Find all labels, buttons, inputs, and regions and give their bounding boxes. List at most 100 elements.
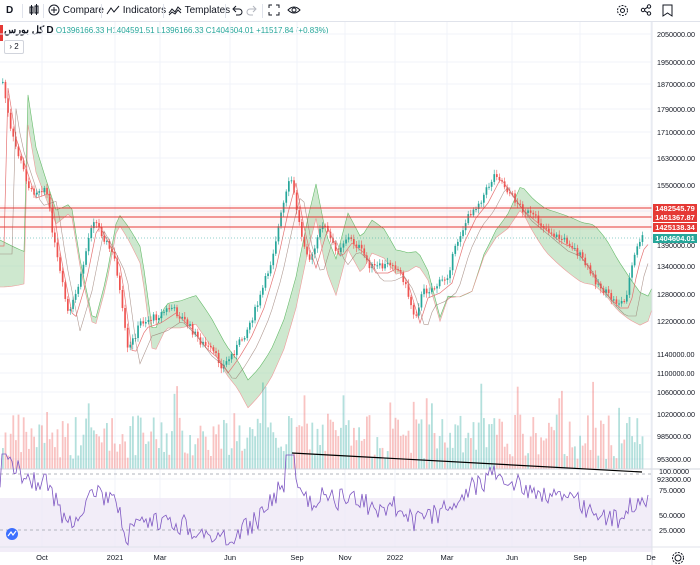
volume-bar	[631, 436, 633, 469]
volume-bar	[420, 419, 423, 469]
rsi-axis[interactable]: 100.0000 75.0000 50.0000 25.0000	[659, 467, 689, 535]
low-value: L1396166.33	[156, 26, 204, 35]
volume-bar	[532, 417, 535, 469]
redo-icon[interactable]	[246, 3, 258, 19]
volume-bar	[605, 458, 607, 469]
volume-bar	[9, 433, 12, 469]
rsi-trendline[interactable]	[291, 452, 643, 473]
top-toolbar: D Compare Indicators Templates	[0, 0, 700, 22]
volume-bar	[496, 434, 498, 469]
share-icon[interactable]	[640, 3, 652, 19]
save-layout-icon[interactable]	[662, 3, 673, 19]
chart-type-icon[interactable]	[28, 3, 40, 19]
candle-body	[210, 345, 212, 348]
settings-gear-icon[interactable]	[616, 3, 629, 19]
eye-icon[interactable]	[287, 3, 301, 19]
templates-button[interactable]: Templates	[168, 3, 230, 19]
undo-icon[interactable]	[231, 3, 243, 19]
price-axis-label: 923000.00	[657, 475, 691, 484]
candle-body	[277, 226, 280, 242]
volume-bar	[111, 418, 113, 469]
cloud-segment	[424, 263, 428, 281]
volume-bar	[25, 431, 28, 469]
volume-bar	[191, 455, 194, 469]
cloud-segment	[496, 224, 500, 238]
candle-body	[485, 187, 488, 195]
candle-body	[451, 253, 454, 271]
time-axis[interactable]: Oct 2021 Mar Jun Sep Nov 2022 Mar Jun Sep De	[36, 553, 656, 562]
volume-bar	[353, 427, 355, 469]
candle-body	[490, 181, 493, 187]
cloud-segment	[372, 220, 376, 255]
interval-label: D	[46, 25, 54, 36]
indicators-button[interactable]: Indicators	[106, 3, 166, 19]
volume-bar	[542, 440, 545, 469]
candle-body	[529, 210, 532, 213]
volume-bar	[173, 393, 176, 469]
candle-body	[394, 265, 397, 269]
volume-bar	[574, 446, 576, 469]
price-axis-label: 1020000.00	[657, 410, 695, 419]
compare-button[interactable]: Compare	[48, 3, 104, 19]
time-axis-label: 2022	[387, 553, 404, 562]
symbol-name[interactable]: کل بورس	[4, 25, 45, 36]
cloud-segment	[148, 298, 152, 349]
cloud-segment	[612, 249, 616, 309]
volume-bar	[207, 449, 210, 469]
candle-body	[358, 244, 360, 248]
cloud-segment	[8, 244, 12, 287]
volume-bar	[493, 418, 496, 469]
fullscreen-icon[interactable]	[268, 3, 280, 19]
candle-body	[498, 177, 501, 181]
volume-bar	[314, 454, 316, 469]
cloud-segment	[432, 286, 436, 308]
cloud-segment	[604, 236, 608, 299]
price-axis[interactable]: 2050000.00 1950000.00 1870000.00 1790000.00…	[657, 30, 695, 484]
candle-body	[501, 180, 503, 182]
candle-body	[176, 307, 178, 317]
cloud-segment	[20, 249, 24, 285]
volume-bar	[106, 423, 108, 469]
volume-bar	[249, 427, 251, 469]
candle-body	[425, 288, 428, 294]
volume-bar	[587, 415, 589, 469]
volume-bar	[342, 395, 345, 469]
volume-bar	[402, 434, 405, 469]
volume-bar	[548, 422, 550, 469]
candle-body	[540, 223, 542, 227]
horizontal-levels[interactable]	[0, 205, 652, 239]
chart-settings-gear-icon[interactable]	[672, 552, 684, 564]
candle-body	[397, 268, 399, 270]
volume-bar	[241, 450, 243, 469]
volume-bar	[399, 435, 402, 469]
volume-bar	[230, 448, 233, 469]
candle-body	[402, 272, 405, 283]
candle-body	[280, 212, 282, 227]
candle-body	[207, 345, 210, 347]
volume-bar	[288, 416, 290, 469]
cloud-segment	[256, 366, 260, 400]
legend-collapse-button[interactable]: › 2	[4, 40, 24, 54]
candle-body	[116, 258, 119, 276]
volume-bar	[568, 421, 571, 469]
candle-body	[446, 278, 449, 281]
candle-body	[581, 252, 584, 258]
time-axis-label: Jun	[506, 553, 518, 562]
candle-body	[267, 273, 269, 277]
cloud-segment	[388, 235, 392, 269]
price-axis-label: 1390000.00	[657, 241, 695, 250]
candle-body	[584, 257, 587, 266]
volume-bar	[132, 416, 134, 469]
volume-bar	[251, 429, 254, 469]
cloud-segment	[296, 257, 300, 309]
volume-bar	[433, 433, 436, 469]
price-candles	[2, 78, 644, 374]
candle-body	[256, 305, 259, 307]
chart-canvas[interactable]: 2050000.00 1950000.00 1870000.00 1790000.00…	[0, 22, 700, 565]
candle-body	[254, 306, 256, 321]
candle-body	[561, 238, 563, 240]
price-axis-label: 1100000.00	[657, 369, 694, 378]
volume-bar	[17, 414, 20, 469]
volume-bar	[418, 423, 420, 469]
interval-button[interactable]: D	[6, 5, 14, 16]
